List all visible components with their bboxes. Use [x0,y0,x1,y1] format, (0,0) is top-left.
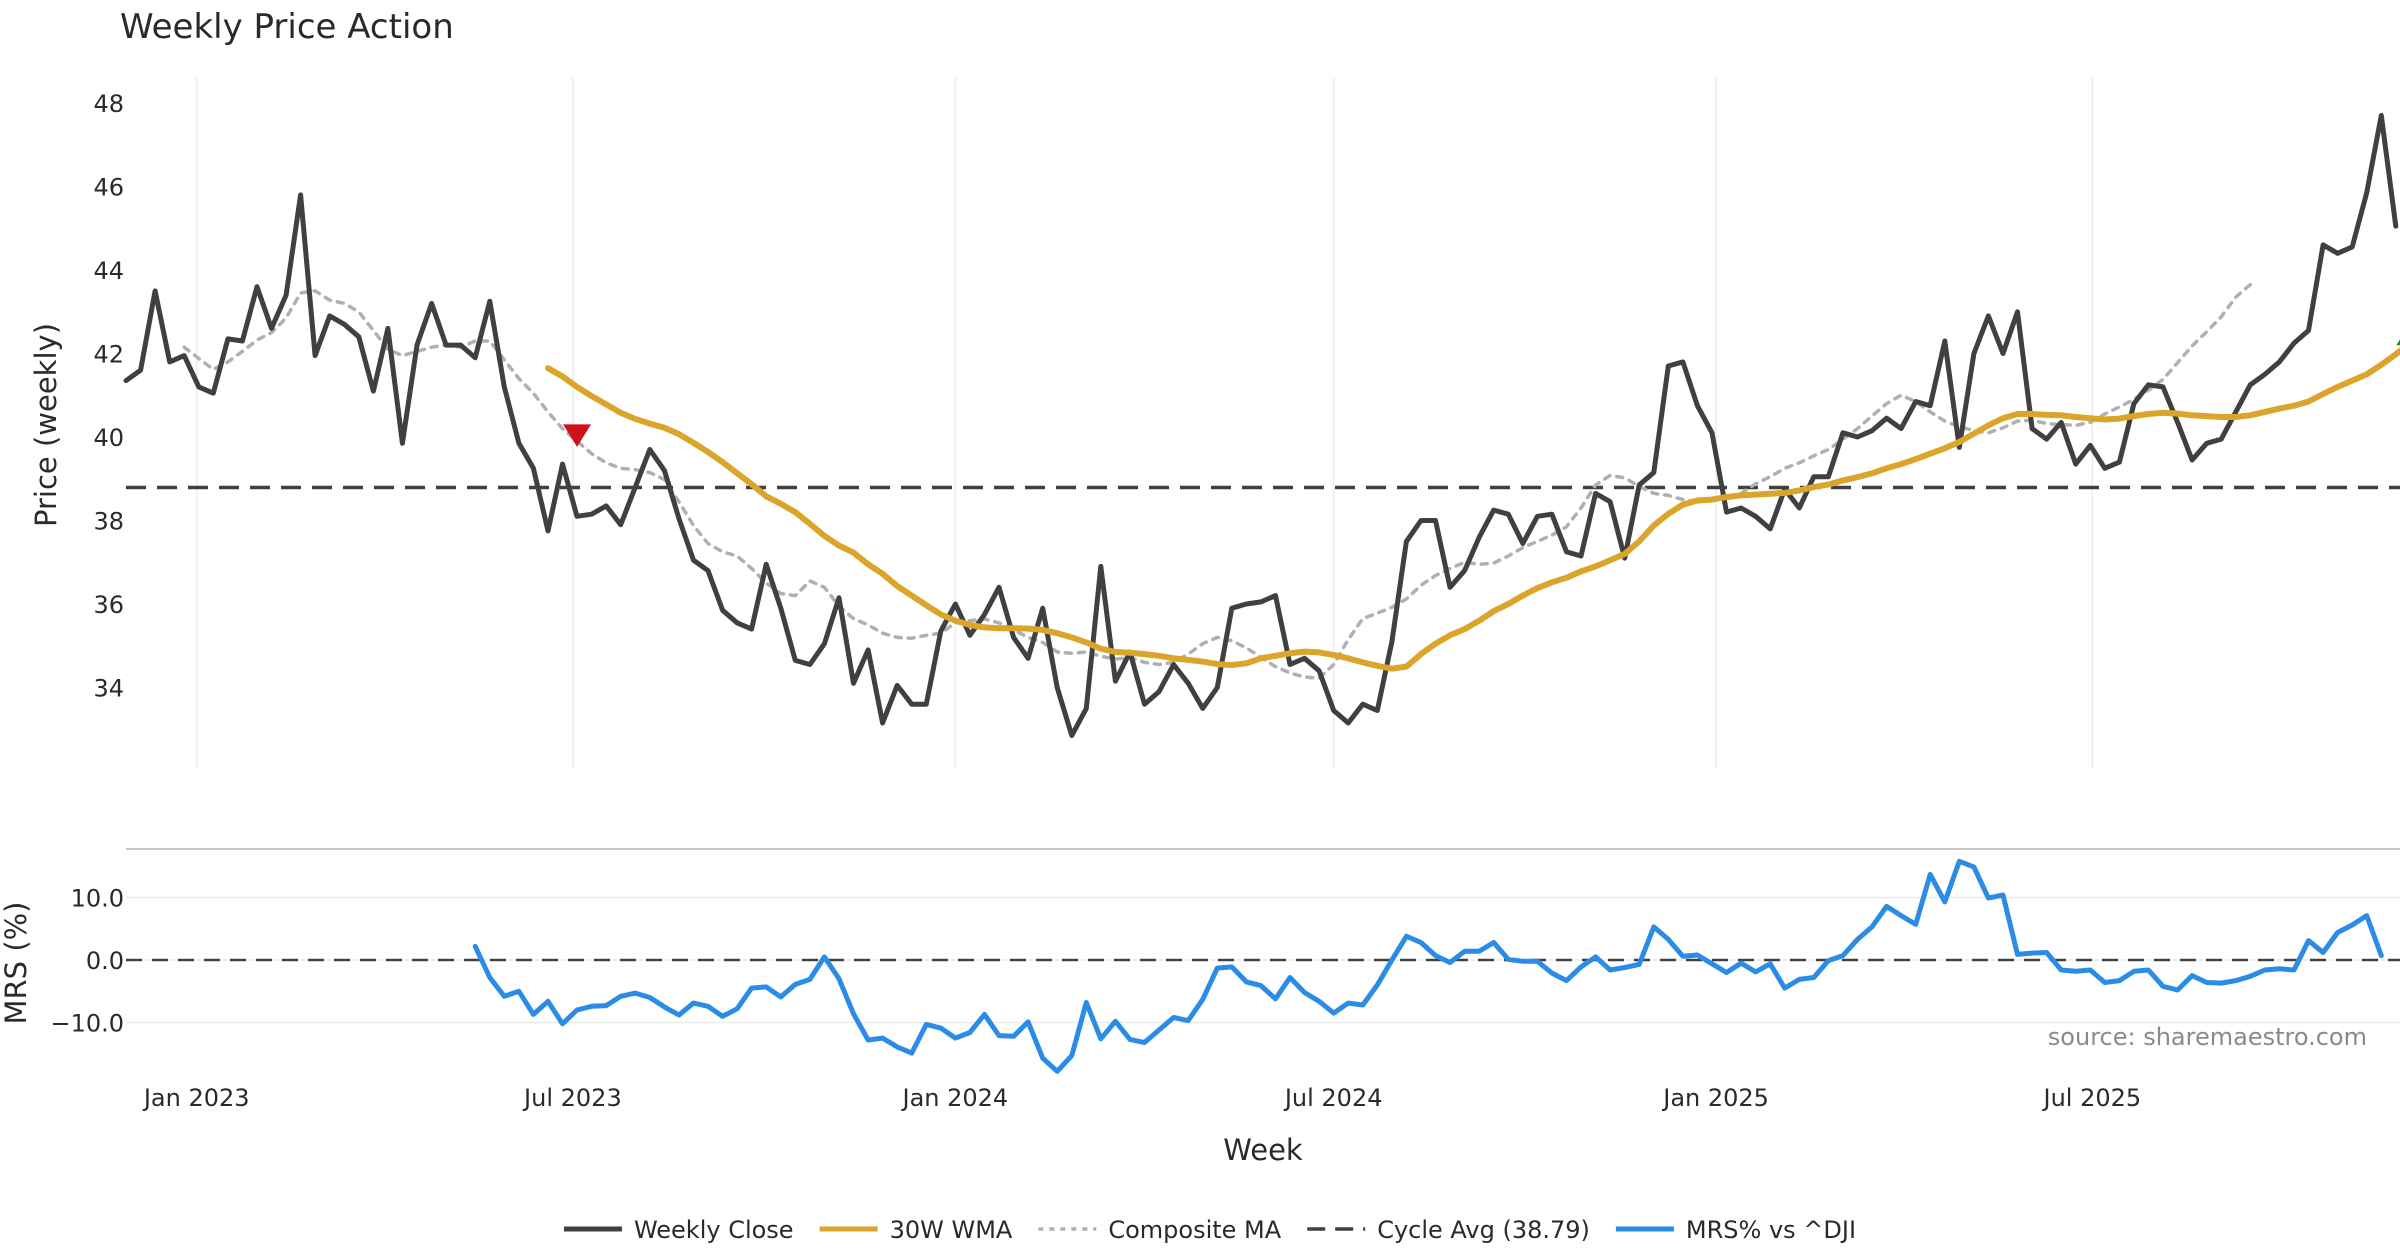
legend-label: MRS% vs ^DJI [1686,1216,1856,1244]
mrs-y-axis-label: MRS (%) [0,902,33,1025]
x-tick-label: Jul 2024 [1283,1084,1383,1112]
x-axis-label: Week [1223,1133,1303,1167]
buy-signal-marker [2396,339,2400,346]
chart-title: Weekly Price Action [120,7,454,47]
mrs-y-tick-label: 0.0 [86,947,124,975]
price-y-tick-label: 38 [93,508,124,536]
price-panel: 34 36 38 40 42 44 46 48 Price (weekly) [29,78,2400,768]
sell-signal-marker [563,424,592,447]
series-mrs-vs-dji [472,858,2384,1074]
mrs-panel: 10.0 0.0 −10.0 MRS (%) [0,858,2400,1074]
price-y-tick-label: 44 [93,257,124,285]
price-y-tick-label: 36 [93,591,124,619]
source-note: source: sharemaestro.com [2048,1023,2367,1051]
x-axis-ticks: Jan 2023 Jul 2023 Jan 2024 Jul 2024 Jan 2025… [142,1084,2141,1112]
mrs-y-tick-label: 10.0 [71,885,124,913]
legend-label: Composite MA [1108,1216,1281,1244]
series-30w-wma [545,347,2400,672]
series-composite-ma [182,282,2253,681]
mrs-y-tick-label: −10.0 [50,1010,124,1038]
price-y-tick-label: 40 [93,424,124,452]
price-y-tick-label: 42 [93,341,124,369]
legend-label: Cycle Avg (38.79) [1377,1216,1590,1244]
legend-label: 30W WMA [890,1216,1013,1244]
x-tick-label: Jul 2025 [2041,1084,2141,1112]
x-tick-label: Jan 2024 [900,1084,1008,1112]
price-y-tick-label: 48 [93,90,124,118]
x-tick-label: Jan 2023 [142,1084,250,1112]
legend-label: Weekly Close [634,1216,794,1244]
legend: Weekly Close 30W WMA Composite MA Cycle Avg… [563,1216,1856,1244]
price-y-tick-label: 34 [93,675,124,703]
price-y-axis-label: Price (weekly) [29,323,63,527]
series-weekly-close [123,113,2399,738]
price-y-tick-label: 46 [93,174,124,202]
x-tick-label: Jul 2023 [522,1084,622,1112]
x-tick-label: Jan 2025 [1661,1084,1769,1112]
